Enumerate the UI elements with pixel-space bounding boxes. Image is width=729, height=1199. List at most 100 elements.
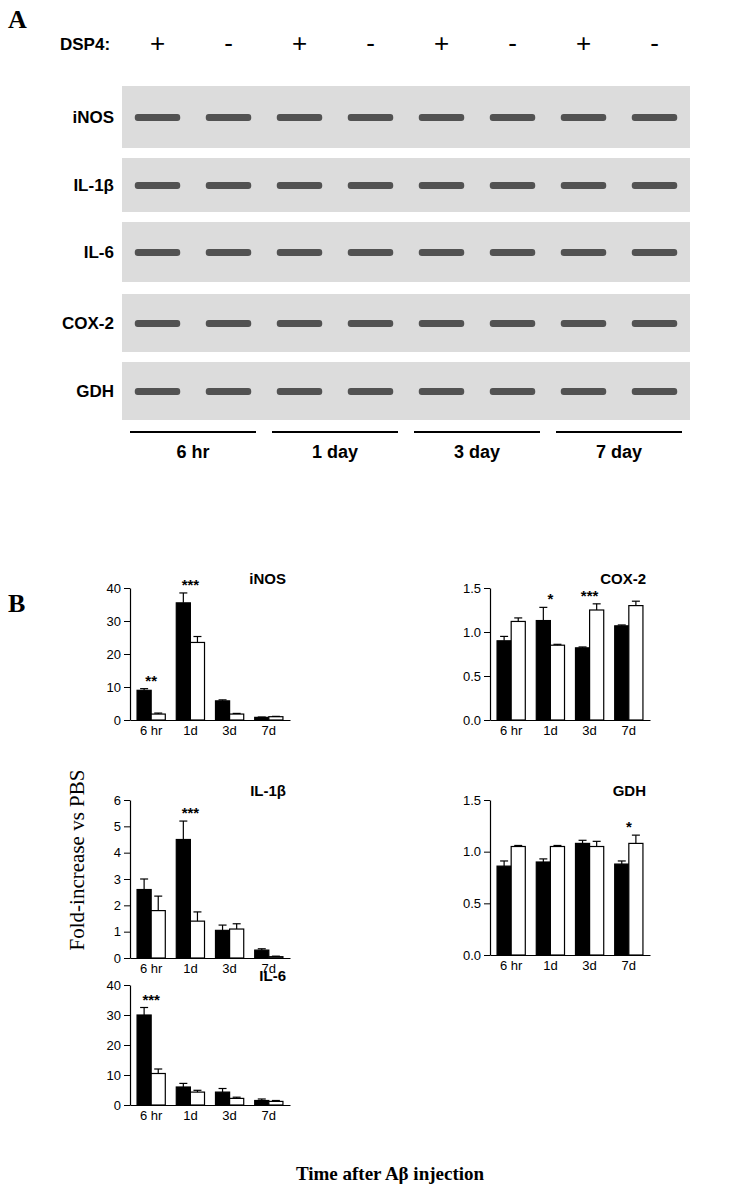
- error-bar: [632, 835, 640, 843]
- row-label: GDH: [76, 382, 114, 401]
- bar: [137, 890, 151, 958]
- error-cap: [193, 636, 201, 637]
- y-axis-title: Fold-increase vs PBS: [65, 770, 89, 951]
- x-tick: 3d: [222, 1105, 236, 1123]
- error-cap: [258, 948, 266, 949]
- bar: [550, 645, 564, 720]
- x-tick-label: 7d: [262, 1108, 276, 1123]
- error-bar: [272, 716, 280, 717]
- bar: [269, 717, 283, 720]
- y-tick-label: 40: [107, 978, 121, 993]
- x-tick-label: 6 hr: [140, 1108, 163, 1123]
- bar: [255, 1101, 269, 1106]
- error-cap: [632, 835, 640, 836]
- error-cap: [553, 644, 561, 645]
- x-tick: 1d: [183, 958, 197, 976]
- error-bar: [233, 713, 241, 715]
- x-tick-label: 1d: [543, 723, 557, 738]
- error-bar: [632, 601, 640, 605]
- y-tick-label: 3: [114, 872, 121, 887]
- plot-area: [137, 1008, 283, 1106]
- chart-title: COX-2: [600, 570, 646, 587]
- gel-band: [419, 114, 464, 121]
- significance-mark: ***: [581, 587, 599, 604]
- gel-band: [348, 388, 393, 395]
- x-tick-label: 6 hr: [500, 958, 523, 973]
- error-cap: [272, 716, 280, 717]
- x-axis: 6 hr 1d 3d 7d: [131, 1105, 291, 1123]
- error-cap: [219, 699, 227, 700]
- error-bar: [579, 646, 587, 648]
- gel-band: [277, 320, 322, 327]
- error-bar: [154, 1069, 162, 1074]
- x-tick-label: 1d: [183, 961, 197, 976]
- bar: [137, 690, 151, 720]
- x-axis: 6 hr1d3d7d: [491, 720, 651, 738]
- bar: [590, 847, 604, 956]
- error-cap: [154, 1068, 162, 1069]
- error-bar: [618, 624, 626, 626]
- bar: [190, 921, 204, 958]
- y-tick-mark: [124, 1015, 130, 1016]
- significance-mark: *: [547, 590, 553, 607]
- error-cap: [500, 636, 508, 637]
- bar: [497, 641, 511, 720]
- error-stem: [504, 636, 505, 640]
- x-tick-label: 1d: [183, 1108, 197, 1123]
- bar: [536, 862, 550, 955]
- x-tick: 3d: [222, 958, 236, 976]
- error-stem: [635, 835, 636, 843]
- bar: [550, 847, 564, 956]
- bar: [151, 911, 165, 958]
- x-axis-line: [131, 1105, 291, 1106]
- y-tick-label: 1.0: [463, 844, 481, 859]
- error-stem: [222, 925, 223, 930]
- plot-area: [497, 835, 643, 955]
- gel-strip: [122, 294, 690, 352]
- error-bar: [539, 607, 547, 620]
- y-tick-mark: [124, 720, 130, 721]
- y-tick-label: 4: [114, 845, 121, 860]
- y-tick-mark: [124, 958, 130, 959]
- bar: [151, 1074, 165, 1106]
- row-label: iNOS: [72, 108, 114, 127]
- bar: [215, 701, 229, 720]
- significance-mark: ***: [182, 576, 200, 593]
- gel-band: [561, 388, 606, 395]
- gel-band: [348, 182, 393, 189]
- y-tick: 4: [114, 845, 130, 860]
- gel-band: [206, 182, 251, 189]
- gel-band: [632, 388, 677, 395]
- error-stem: [504, 861, 505, 866]
- gel-band: [348, 249, 393, 256]
- lane-label: -: [650, 28, 659, 58]
- x-tick-label: 1d: [543, 958, 557, 973]
- error-cap: [193, 1090, 201, 1091]
- chart-title: iNOS: [249, 570, 286, 587]
- gel-band: [490, 320, 535, 327]
- plot-area: [137, 821, 283, 958]
- bar: [511, 621, 525, 720]
- y-tick-mark: [124, 1105, 130, 1106]
- bar: [255, 950, 269, 958]
- error-bar: [500, 861, 508, 866]
- bar-chart: 0.00.51.01.56 hr1d3d7dCOX-2****: [463, 570, 651, 738]
- bar: [176, 840, 190, 959]
- x-tick: 6 hr: [500, 955, 523, 973]
- gel-strip: [122, 158, 690, 212]
- y-axis-line: [490, 589, 491, 721]
- y-axis-line: [490, 801, 491, 956]
- y-tick: 0.0: [463, 948, 490, 963]
- x-tick-label: 3d: [582, 958, 596, 973]
- significance-mark: *: [626, 818, 632, 835]
- gel-band: [419, 182, 464, 189]
- y-tick: 20: [107, 1038, 130, 1053]
- y-axis: 0123456: [114, 793, 131, 966]
- y-tick: 0.5: [463, 896, 490, 911]
- y-tick-mark: [484, 955, 490, 956]
- y-tick: 0: [114, 1098, 130, 1113]
- error-stem: [197, 912, 198, 921]
- y-axis-line: [130, 986, 131, 1106]
- y-tick: 2: [114, 898, 130, 913]
- x-axis-line: [491, 720, 651, 721]
